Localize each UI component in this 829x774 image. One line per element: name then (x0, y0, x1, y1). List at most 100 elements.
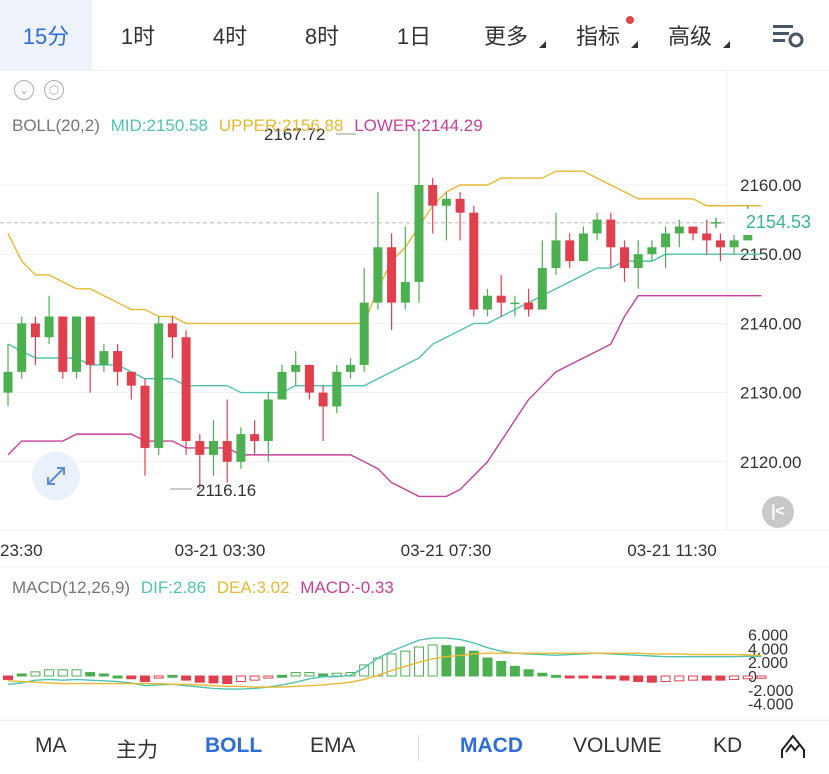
tab-label: 1时 (120, 24, 156, 49)
collapse-icon[interactable]: ⌄ (14, 80, 34, 100)
candle-body (195, 441, 205, 455)
macd-bar (57, 669, 68, 677)
notification-dot (626, 16, 634, 24)
macd-bar (482, 657, 493, 677)
tab-7[interactable]: 高级 (644, 0, 736, 70)
candle-body (688, 226, 698, 234)
tab-0[interactable]: 15分 (0, 0, 92, 70)
indicator-boll[interactable]: BOLL (205, 734, 263, 757)
dea-line (7, 652, 762, 688)
tab-4[interactable]: 1日 (368, 0, 460, 70)
tab-label: 8时 (304, 24, 340, 49)
macd-bar (605, 675, 616, 680)
macd-bar (3, 675, 13, 680)
y-tick-label: 2130.00 (740, 384, 801, 403)
y-tick-label: 2150.00 (740, 245, 801, 264)
macd-bar (468, 650, 479, 677)
macd-bar (674, 675, 685, 682)
candle-body (674, 226, 684, 234)
indicator-主力[interactable]: 主力 (116, 739, 158, 762)
macd-bar (194, 675, 205, 683)
tab-1[interactable]: 1时 (92, 0, 184, 70)
macd-bar (112, 675, 123, 679)
y-tick-label: 2160.00 (740, 176, 801, 195)
macd-bar (208, 675, 219, 684)
candle-body (154, 323, 164, 448)
macd-tick-label: -2.000 (748, 683, 793, 700)
fullscreen-icon[interactable] (32, 452, 80, 500)
chart-settings-icon[interactable] (771, 20, 807, 50)
candle-body (565, 240, 575, 262)
macd-bar (660, 675, 671, 683)
candle-body (359, 302, 369, 365)
candle-body (661, 233, 671, 248)
tab-label: 1日 (396, 24, 432, 49)
candle-body (496, 295, 506, 303)
macd-value: MACD:-0.33 (300, 578, 394, 597)
boll-legend: BOLL(20,2) MID:2150.58 UPPER:2156.88 LOW… (12, 116, 489, 136)
max-price-label: 2167.72 (264, 125, 325, 144)
candlestick-chart[interactable]: 2120.00 2130.00 2140.00 2150.00 2160.00 23:30… (0, 70, 829, 720)
macd-bar (222, 675, 233, 685)
macd-bar (290, 672, 301, 677)
candle-body (263, 399, 273, 442)
macd-bar (441, 645, 452, 677)
macd-tick-label: 2.000 (748, 655, 788, 672)
tab-label: 更多 (483, 24, 528, 49)
candle-body (291, 364, 301, 372)
candle-body (510, 302, 520, 305)
candle-body (578, 233, 588, 262)
macd-tick-label: -4.000 (748, 697, 793, 714)
candle-body (633, 254, 643, 269)
candle-body (400, 281, 410, 303)
indicator-volume[interactable]: VOLUME (573, 734, 662, 757)
tab-2[interactable]: 4时 (184, 0, 276, 70)
macd-bar (715, 675, 726, 681)
x-tick-label: 03-21 07:30 (401, 541, 492, 560)
x-tick-label: 03-21 11:30 (627, 541, 716, 560)
candle-body (441, 198, 451, 206)
macd-bar (496, 661, 507, 677)
y-tick-label: 2120.00 (740, 453, 801, 472)
macd-bar (16, 673, 27, 677)
candle-body (483, 295, 492, 310)
macd-bar (646, 675, 657, 683)
indicator-ma[interactable]: MA (35, 734, 67, 757)
macd-tick-label: 6.000 (748, 628, 788, 645)
indicator-kd[interactable]: KD (713, 734, 743, 757)
candle-body (85, 316, 95, 365)
macd-bar (688, 675, 698, 681)
macd-dif: DIF:2.86 (140, 578, 207, 597)
macd-bar (400, 650, 411, 677)
candle-body (113, 351, 123, 372)
candle-body (17, 323, 27, 372)
candle-body (30, 323, 40, 338)
tab-3[interactable]: 8时 (276, 0, 368, 70)
boll-upper: UPPER:2156.88 (218, 116, 344, 135)
macd-bar (619, 675, 630, 681)
candle-body (99, 351, 109, 365)
macd-bar (729, 675, 740, 680)
draw-tool-icon[interactable] (780, 732, 806, 765)
scroll-to-latest-button[interactable]: |< (762, 496, 794, 528)
tab-label: 高级 (667, 24, 712, 49)
tab-6[interactable]: 指标 (552, 0, 644, 70)
candle-body (455, 198, 465, 213)
boll-lower-line (7, 295, 762, 498)
indicator-macd[interactable]: MACD (460, 734, 523, 757)
candle-body (167, 323, 177, 338)
indicator-settings-icon[interactable]: ⬡ (44, 80, 64, 100)
tab-5[interactable]: 更多 (460, 0, 552, 70)
candle-body (126, 371, 136, 386)
macd-bar (359, 664, 370, 677)
candle-body (524, 302, 534, 310)
macd-bar (564, 675, 575, 679)
boll-lower: LOWER:2144.29 (354, 116, 483, 135)
macd-bar (71, 669, 82, 677)
macd-bar (537, 672, 548, 677)
tab-label: 15分 (22, 24, 70, 49)
macd-bar (523, 669, 534, 677)
macd-bar (126, 675, 137, 680)
indicator-ema[interactable]: EMA (310, 734, 356, 757)
min-price-label: 2116.16 (196, 481, 256, 500)
